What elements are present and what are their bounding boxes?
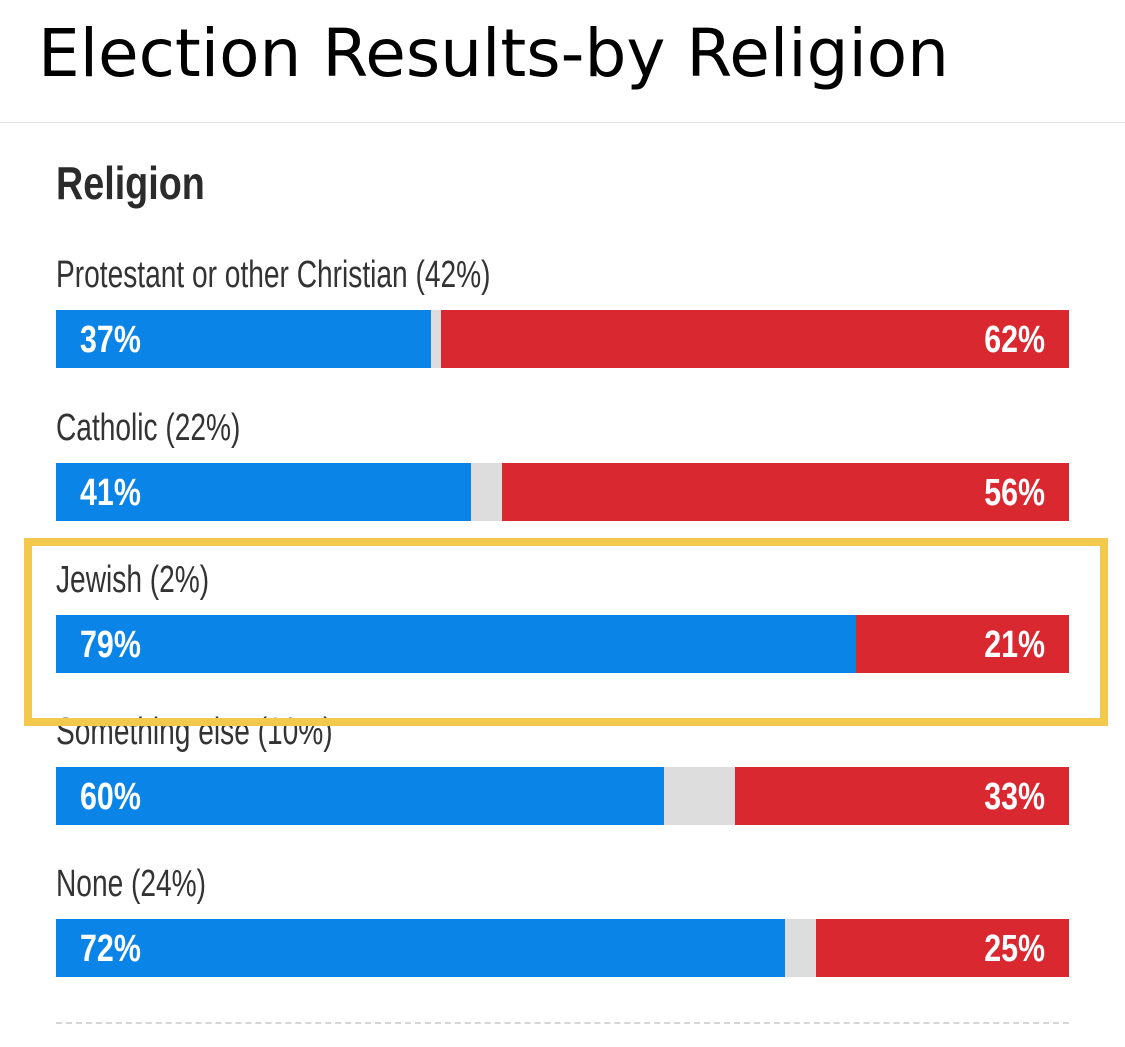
category-label-catholic: Catholic (22%)	[56, 407, 241, 449]
value-label-rep-jewish: 21%	[984, 624, 1045, 666]
bar-dem-something-else: 60%	[56, 767, 664, 825]
value-label-dem-something-else: 60%	[80, 776, 141, 818]
bar-dem-jewish: 79%	[56, 615, 857, 673]
bar-rep-catholic: 56%	[501, 463, 1069, 521]
bar-track-jewish: 79% 21%	[56, 615, 1069, 673]
bar-rep-jewish: 21%	[856, 615, 1069, 673]
value-label-rep-none: 25%	[984, 928, 1045, 970]
value-label-rep-protestant: 62%	[984, 319, 1045, 361]
value-label-dem-none: 72%	[80, 928, 141, 970]
bar-track-catholic: 41% 56%	[56, 463, 1069, 521]
category-label-none: None (24%)	[56, 863, 207, 905]
bar-track-none: 72% 25%	[56, 919, 1069, 977]
bar-dem-catholic: 41%	[56, 463, 472, 521]
page-title: Election Results-by Religion	[38, 15, 950, 92]
chart-row-catholic: Catholic (22%) 41% 56%	[56, 405, 1069, 535]
bar-rep-something-else: 33%	[734, 767, 1069, 825]
bar-rep-protestant: 62%	[440, 310, 1069, 368]
chart-row-none: None (24%) 72% 25%	[56, 861, 1069, 991]
category-label-protestant: Protestant or other Christian (42%)	[56, 254, 491, 296]
bar-track-protestant: 37% 62%	[56, 310, 1069, 368]
bar-dem-none: 72%	[56, 919, 786, 977]
value-label-rep-something-else: 33%	[984, 776, 1045, 818]
chart-row-jewish: Jewish (2%) 79% 21%	[56, 557, 1069, 687]
bar-rep-none: 25%	[815, 919, 1069, 977]
value-label-dem-catholic: 41%	[80, 472, 141, 514]
title-divider	[0, 122, 1125, 123]
bar-dem-protestant: 37%	[56, 310, 431, 368]
chart-title: Religion	[56, 157, 205, 209]
chart-row-protestant: Protestant or other Christian (42%) 37% …	[56, 252, 1069, 382]
category-label-something-else: Something else (10%)	[56, 711, 333, 753]
value-label-dem-protestant: 37%	[80, 319, 141, 361]
chart-row-something-else: Something else (10%) 60% 33%	[56, 709, 1069, 839]
value-label-rep-catholic: 56%	[984, 472, 1045, 514]
category-label-jewish: Jewish (2%)	[56, 559, 210, 601]
dashed-divider	[56, 1022, 1069, 1024]
value-label-dem-jewish: 79%	[80, 624, 141, 666]
bar-track-something-else: 60% 33%	[56, 767, 1069, 825]
